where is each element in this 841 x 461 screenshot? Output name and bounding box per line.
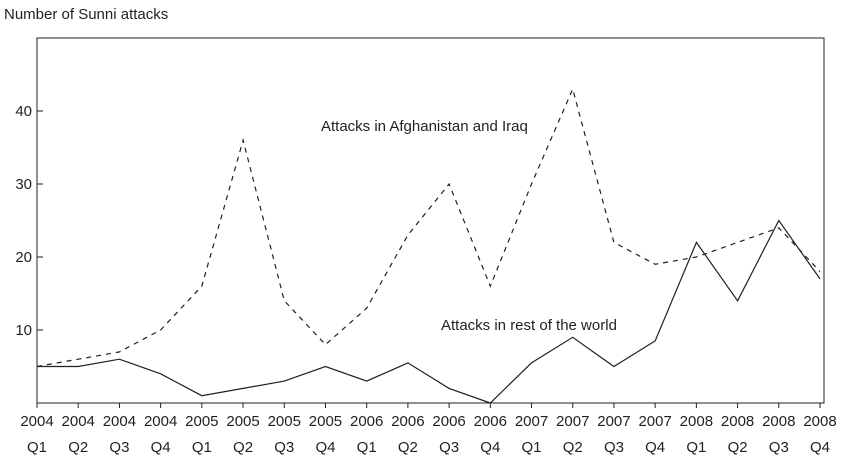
- y-tick-label: 30: [15, 176, 32, 193]
- x-tick-label-quarter: Q1: [357, 439, 377, 456]
- x-tick-label-year: 2007: [556, 413, 589, 430]
- x-tick-label-year: 2006: [474, 413, 507, 430]
- series-line-afghanistan-iraq: [36, 87, 821, 368]
- x-tick-label-year: 2008: [803, 413, 836, 430]
- series-label-rest-of-world: Attacks in rest of the world: [441, 317, 617, 334]
- x-tick-label-quarter: Q1: [27, 439, 47, 456]
- x-tick-label-year: 2006: [350, 413, 383, 430]
- x-tick-label-year: 2004: [62, 413, 95, 430]
- x-tick-label-quarter: Q2: [398, 439, 418, 456]
- x-tick-label-year: 2005: [185, 413, 218, 430]
- y-tick-label: 40: [15, 103, 32, 120]
- series-lines: [36, 87, 821, 404]
- x-tick-label-year: 2004: [103, 413, 136, 430]
- x-tick-label-year: 2008: [762, 413, 795, 430]
- x-axis: 2004 Q1 2004 Q2 2004 Q3 2004 Q4 2005 Q1 2005 Q2 2005…: [20, 403, 837, 456]
- x-tick-label-year: 2007: [638, 413, 671, 430]
- y-axis-label: Number of Sunni attacks: [4, 6, 168, 23]
- x-tick-label-quarter: Q3: [109, 439, 129, 456]
- x-tick-label-quarter: Q1: [686, 439, 706, 456]
- plot-frame: [36, 37, 825, 404]
- x-tick-label-quarter: Q4: [645, 439, 665, 456]
- y-axis: 10 20 30 40: [15, 103, 43, 339]
- x-tick-label-quarter: Q2: [563, 439, 583, 456]
- x-tick-label-year: 2005: [226, 413, 259, 430]
- x-tick-label-quarter: Q4: [315, 439, 335, 456]
- x-tick-label-year: 2004: [20, 413, 53, 430]
- x-tick-label-year: 2007: [597, 413, 630, 430]
- y-tick-label: 20: [15, 249, 32, 266]
- x-tick-label-quarter: Q2: [233, 439, 253, 456]
- x-tick-label-quarter: Q3: [274, 439, 294, 456]
- x-tick-label-quarter: Q3: [769, 439, 789, 456]
- x-tick-label-year: 2005: [268, 413, 301, 430]
- x-tick-label-quarter: Q2: [728, 439, 748, 456]
- x-tick-label-quarter: Q4: [480, 439, 500, 456]
- x-tick-label-year: 2008: [680, 413, 713, 430]
- series-label-afghanistan-iraq: Attacks in Afghanistan and Iraq: [321, 118, 528, 135]
- x-tick-label-quarter: Q1: [192, 439, 212, 456]
- series-line-rest-of-world: [37, 219, 821, 404]
- x-tick-label-year: 2007: [515, 413, 548, 430]
- x-tick-label-quarter: Q4: [151, 439, 171, 456]
- x-tick-label-quarter: Q3: [439, 439, 459, 456]
- x-tick-label-quarter: Q4: [810, 439, 830, 456]
- x-tick-label-quarter: Q1: [522, 439, 542, 456]
- series-labels: Attacks in Afghanistan and Iraq Attacks i…: [321, 118, 617, 334]
- x-tick-label-year: 2008: [721, 413, 754, 430]
- x-tick-label-year: 2005: [309, 413, 342, 430]
- x-tick-label-year: 2006: [391, 413, 424, 430]
- x-tick-label-quarter: Q2: [68, 439, 88, 456]
- x-tick-label-year: 2006: [432, 413, 465, 430]
- y-tick-label: 10: [15, 322, 32, 339]
- x-tick-label-quarter: Q3: [604, 439, 624, 456]
- x-tick-label-year: 2004: [144, 413, 177, 430]
